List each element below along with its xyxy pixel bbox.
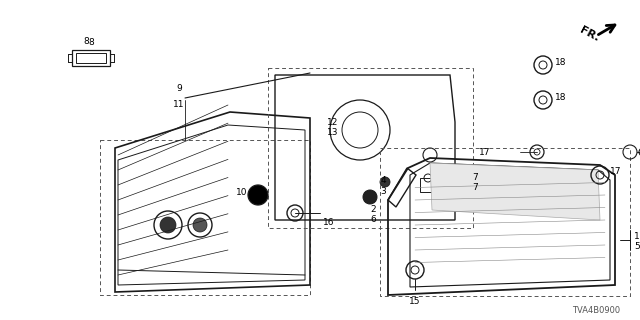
- Text: 17: 17: [479, 148, 490, 157]
- Text: FR.: FR.: [578, 25, 601, 43]
- Text: 8: 8: [83, 37, 89, 46]
- Text: 17: 17: [610, 167, 621, 176]
- Text: 10: 10: [236, 188, 247, 197]
- Text: 13: 13: [326, 128, 338, 137]
- Text: 18: 18: [555, 93, 566, 102]
- Bar: [380, 148, 630, 296]
- Bar: [268, 68, 473, 228]
- Circle shape: [363, 190, 377, 204]
- Text: 1: 1: [634, 232, 640, 241]
- Text: 5: 5: [634, 242, 640, 251]
- Text: 3: 3: [380, 187, 386, 196]
- Text: 11: 11: [173, 100, 185, 109]
- Text: 8: 8: [88, 38, 94, 47]
- Text: 16: 16: [323, 218, 335, 227]
- Polygon shape: [430, 163, 600, 220]
- Circle shape: [193, 218, 207, 232]
- Circle shape: [248, 185, 268, 205]
- Text: 2: 2: [371, 205, 376, 214]
- Text: 9: 9: [176, 84, 182, 93]
- Text: 18: 18: [555, 58, 566, 67]
- Bar: [100, 140, 310, 295]
- Text: 6: 6: [371, 215, 376, 224]
- Text: 7: 7: [472, 183, 477, 192]
- Text: 15: 15: [409, 297, 420, 306]
- Circle shape: [160, 217, 176, 233]
- Text: TVA4B0900: TVA4B0900: [572, 306, 620, 315]
- Text: 4: 4: [380, 176, 386, 185]
- Text: 7: 7: [472, 173, 477, 182]
- Circle shape: [380, 177, 390, 187]
- Text: 12: 12: [326, 118, 338, 127]
